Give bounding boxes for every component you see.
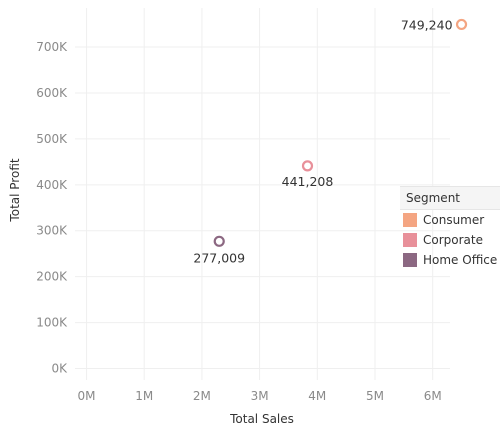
x-tick-label: 6M	[424, 389, 442, 403]
legend-label: Consumer	[423, 213, 485, 227]
legend-label: Corporate	[423, 233, 483, 247]
y-tick-label: 0K	[51, 362, 68, 376]
x-tick-label: 3M	[251, 389, 269, 403]
y-tick-label: 400K	[36, 178, 68, 192]
legend-swatch	[403, 213, 417, 227]
data-labels: 749,240 441,208 277,009	[193, 17, 452, 265]
data-label: 441,208	[282, 174, 334, 189]
x-tick-label: 4M	[308, 389, 326, 403]
x-axis-title: Total Sales	[229, 412, 294, 426]
data-point[interactable]	[301, 160, 314, 172]
legend-swatch	[403, 253, 417, 267]
legend-swatch	[403, 233, 417, 247]
x-axis-ticks: 0M 1M 2M 3M 4M 5M 6M	[78, 389, 442, 403]
y-axis-ticks: 0K 100K 200K 300K 400K 500K 600K 700K	[36, 40, 68, 375]
data-point[interactable]	[213, 235, 225, 247]
data-label: 277,009	[193, 250, 245, 265]
x-tick-label: 5M	[366, 389, 384, 403]
y-tick-label: 100K	[36, 316, 68, 330]
y-tick-label: 600K	[36, 86, 68, 100]
legend-item-consumer[interactable]: Consumer	[400, 210, 500, 230]
y-tick-label: 200K	[36, 270, 68, 284]
y-axis-title: Total Profit	[8, 158, 22, 222]
legend-title: Segment	[400, 186, 500, 210]
y-tick-label: 700K	[36, 40, 68, 54]
x-tick-label: 0M	[78, 389, 96, 403]
grid	[75, 8, 450, 380]
x-tick-label: 2M	[193, 389, 211, 403]
data-points	[213, 18, 468, 247]
legend-item-home-office[interactable]: Home Office	[400, 250, 500, 270]
y-tick-label: 500K	[36, 132, 68, 146]
x-tick-label: 1M	[135, 389, 153, 403]
legend-label: Home Office	[423, 253, 498, 267]
legend-item-corporate[interactable]: Corporate	[400, 230, 500, 250]
y-tick-label: 300K	[36, 224, 68, 238]
data-point[interactable]	[455, 18, 468, 31]
data-label: 749,240	[401, 17, 453, 32]
legend: Segment Consumer Corporate Home Office	[400, 186, 500, 270]
